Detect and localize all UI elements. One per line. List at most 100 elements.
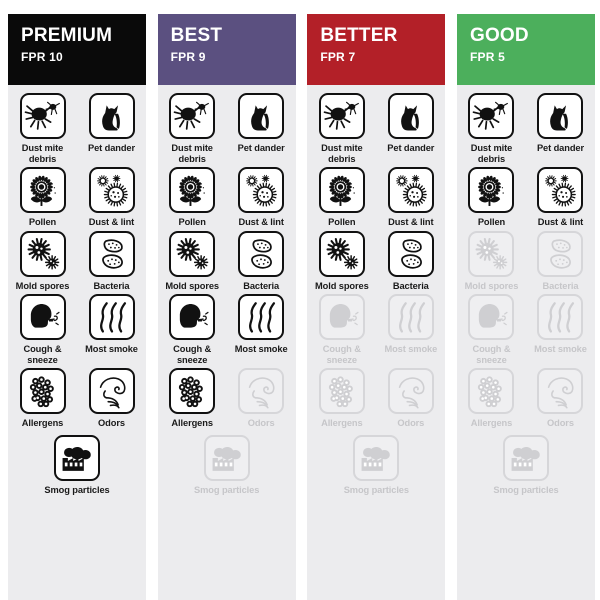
particle-cell-allergens[interactable]: Allergens bbox=[312, 368, 372, 429]
particle-cell-pollen[interactable]: Pollen bbox=[461, 167, 521, 228]
particle-cell-pet-dander[interactable]: Pet dander bbox=[231, 93, 291, 164]
particle-cell-most-smoke[interactable]: Most smoke bbox=[381, 294, 441, 365]
particle-cell-cough-and-sneeze[interactable]: Cough & sneeze bbox=[162, 294, 222, 365]
particle-cell-dust-mite-debris[interactable]: Dust mite debris bbox=[162, 93, 222, 164]
particle-cell-dust-and-lint[interactable]: Dust & lint bbox=[530, 167, 590, 228]
particle-cell-cough-and-sneeze[interactable]: Cough & sneeze bbox=[13, 294, 73, 365]
particle-cell-mold-spores[interactable]: Mold spores bbox=[13, 230, 73, 292]
particle-label: Most smoke bbox=[384, 344, 438, 354]
particle-cell-odors[interactable]: Odors bbox=[82, 368, 142, 429]
cough-and-sneeze-icon bbox=[318, 294, 365, 340]
particle-cell-bacteria[interactable]: Bacteria bbox=[530, 230, 590, 292]
icon-row-r5: Allergens Odors bbox=[457, 368, 595, 429]
dust-mite-debris-icon bbox=[19, 93, 66, 139]
particle-cell-allergens[interactable]: Allergens bbox=[461, 368, 521, 429]
particle-cell-dust-mite-debris[interactable]: Dust mite debris bbox=[312, 93, 372, 164]
rating-column-good: GOOD FPR 5 Dust mite debris Pet dander Po… bbox=[456, 14, 595, 600]
particle-cell-smog-particles[interactable]: Smog particles bbox=[478, 434, 574, 496]
particle-label: Mold spores bbox=[464, 280, 519, 291]
particle-label: Pet dander bbox=[536, 143, 584, 153]
particle-cell-bacteria[interactable]: Bacteria bbox=[231, 230, 291, 292]
icon-row-r4: Cough & sneeze Most smoke bbox=[307, 294, 445, 365]
particle-label: Cough & sneeze bbox=[23, 344, 62, 365]
bacteria-icon bbox=[387, 230, 434, 277]
particle-cell-dust-and-lint[interactable]: Dust & lint bbox=[82, 167, 142, 228]
particle-label: Pollen bbox=[28, 217, 57, 227]
particle-cell-odors[interactable]: Odors bbox=[381, 368, 441, 429]
particle-cell-bacteria[interactable]: Bacteria bbox=[82, 230, 142, 292]
particle-label: Dust & lint bbox=[388, 217, 434, 227]
column-body-premium: Dust mite debris Pet dander Pollen bbox=[8, 85, 146, 600]
particle-cell-cough-and-sneeze[interactable]: Cough & sneeze bbox=[312, 294, 372, 365]
odors-icon bbox=[238, 368, 285, 414]
rating-column-premium: PREMIUM FPR 10 Dust mite debris Pet dande… bbox=[8, 14, 146, 600]
particle-cell-dust-mite-debris[interactable]: Dust mite debris bbox=[13, 93, 73, 164]
particle-cell-mold-spores[interactable]: Mold spores bbox=[461, 230, 521, 292]
particle-label: Smog particles bbox=[343, 484, 409, 495]
icon-row-r2: Pollen Dust & lint bbox=[8, 167, 146, 228]
particle-cell-allergens[interactable]: Allergens bbox=[162, 368, 222, 429]
particle-cell-most-smoke[interactable]: Most smoke bbox=[231, 294, 291, 365]
particle-cell-odors[interactable]: Odors bbox=[530, 368, 590, 429]
particle-cell-mold-spores[interactable]: Mold spores bbox=[162, 230, 222, 292]
particle-cell-dust-mite-debris[interactable]: Dust mite debris bbox=[461, 93, 521, 164]
particle-cell-odors[interactable]: Odors bbox=[231, 368, 291, 429]
particle-label: Odors bbox=[547, 418, 574, 428]
icon-row-r6: Smog particles bbox=[8, 434, 146, 496]
particle-cell-pollen[interactable]: Pollen bbox=[13, 167, 73, 228]
mold-spores-icon bbox=[468, 230, 515, 277]
particle-cell-pet-dander[interactable]: Pet dander bbox=[82, 93, 142, 164]
particle-cell-most-smoke[interactable]: Most smoke bbox=[530, 294, 590, 365]
particle-label: Allergens bbox=[21, 418, 64, 428]
column-header-better: BETTER FPR 7 bbox=[307, 14, 446, 85]
particle-label: Most smoke bbox=[234, 344, 288, 354]
icon-row-r5: Allergens Odors bbox=[158, 368, 296, 429]
particle-cell-dust-and-lint[interactable]: Dust & lint bbox=[381, 167, 441, 228]
icon-row-r3: Mold spores Bacteria bbox=[457, 230, 595, 292]
pollen-icon bbox=[468, 167, 515, 213]
dust-and-lint-icon bbox=[88, 167, 135, 213]
icon-row-r6: Smog particles bbox=[307, 434, 445, 496]
particle-label: Bacteria bbox=[93, 280, 130, 291]
column-header-premium: PREMIUM FPR 10 bbox=[8, 14, 146, 85]
fpr-rating: FPR 5 bbox=[469, 50, 505, 64]
particle-cell-pet-dander[interactable]: Pet dander bbox=[530, 93, 590, 164]
most-smoke-icon bbox=[238, 294, 285, 340]
particle-cell-cough-and-sneeze[interactable]: Cough & sneeze bbox=[461, 294, 521, 365]
dust-mite-debris-icon bbox=[318, 93, 365, 139]
most-smoke-icon bbox=[387, 294, 434, 340]
particle-label: Dust mite debris bbox=[321, 143, 363, 164]
particle-cell-bacteria[interactable]: Bacteria bbox=[381, 230, 441, 292]
particle-cell-pollen[interactable]: Pollen bbox=[162, 167, 222, 228]
particle-label: Bacteria bbox=[243, 280, 280, 291]
particle-cell-mold-spores[interactable]: Mold spores bbox=[312, 230, 372, 292]
particle-cell-pollen[interactable]: Pollen bbox=[312, 167, 372, 228]
particle-label: Dust mite debris bbox=[21, 143, 64, 164]
pet-dander-icon bbox=[387, 93, 434, 139]
particle-label: Cough & sneeze bbox=[173, 344, 212, 365]
icon-row-r6: Smog particles bbox=[158, 434, 296, 496]
particle-label: Odors bbox=[397, 418, 425, 428]
particle-cell-smog-particles[interactable]: Smog particles bbox=[29, 434, 125, 496]
particle-cell-pet-dander[interactable]: Pet dander bbox=[381, 93, 441, 164]
icon-row-r3: Mold spores Bacteria bbox=[158, 230, 296, 292]
smog-particles-icon bbox=[203, 434, 250, 481]
icon-row-r5: Allergens Odors bbox=[8, 368, 146, 429]
icon-row-r2: Pollen Dust & lint bbox=[307, 167, 445, 228]
icon-row-r4: Cough & sneeze Most smoke bbox=[158, 294, 296, 365]
particle-label: Allergens bbox=[171, 418, 213, 428]
particle-cell-most-smoke[interactable]: Most smoke bbox=[82, 294, 142, 365]
icon-row-r4: Cough & sneeze Most smoke bbox=[457, 294, 595, 365]
cough-and-sneeze-icon bbox=[169, 294, 216, 340]
particle-cell-smog-particles[interactable]: Smog particles bbox=[328, 434, 424, 496]
particle-label: Pet dander bbox=[387, 143, 435, 153]
cough-and-sneeze-icon bbox=[468, 294, 515, 340]
icon-row-r5: Allergens Odors bbox=[307, 368, 445, 429]
particle-cell-allergens[interactable]: Allergens bbox=[13, 368, 73, 429]
tier-name: BEST bbox=[170, 25, 223, 46]
particle-cell-smog-particles[interactable]: Smog particles bbox=[179, 434, 275, 496]
most-smoke-icon bbox=[88, 294, 135, 340]
column-body-best: Dust mite debris Pet dander Pollen bbox=[157, 85, 296, 600]
rating-column-best: BEST FPR 9 Dust mite debris Pet dander Po… bbox=[157, 14, 296, 600]
particle-cell-dust-and-lint[interactable]: Dust & lint bbox=[231, 167, 291, 228]
